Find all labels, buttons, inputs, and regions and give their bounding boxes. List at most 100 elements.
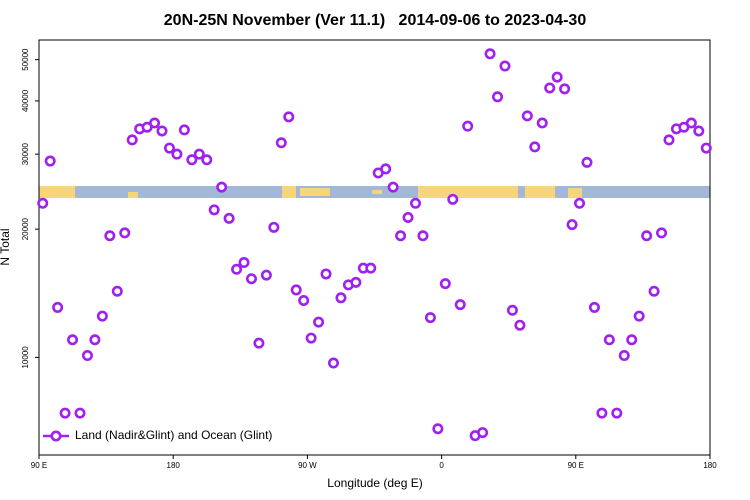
point (596, 407, 608, 419)
point (238, 257, 250, 269)
y-tick-label: 10000 (21, 346, 30, 369)
point (693, 125, 705, 137)
point (327, 357, 339, 369)
point (559, 83, 571, 95)
point (566, 219, 578, 231)
point (581, 156, 593, 168)
point (119, 227, 131, 239)
point (350, 276, 362, 288)
point (521, 110, 533, 122)
point (186, 154, 198, 166)
point (529, 141, 541, 153)
point (74, 407, 86, 419)
point (208, 204, 220, 216)
point (201, 154, 213, 166)
point (305, 332, 317, 344)
x-axis-label: Longitude (deg E) (327, 476, 422, 490)
point (603, 334, 615, 346)
point (245, 273, 257, 285)
point (149, 117, 161, 129)
point (648, 285, 660, 297)
y-tick-label: 50000 (21, 48, 30, 71)
point (462, 120, 474, 132)
point (81, 350, 93, 362)
legend-label: Land (Nadir&Glint) and Ocean (Glint) (75, 428, 272, 442)
point (574, 197, 586, 209)
x-tick-label: 90 E (31, 461, 47, 470)
point (275, 137, 287, 149)
point (551, 71, 563, 83)
point (268, 221, 280, 233)
point (193, 148, 205, 160)
point (126, 134, 138, 146)
y-tick-label: 20000 (21, 217, 30, 240)
point (447, 193, 459, 205)
point (477, 427, 489, 439)
point (395, 230, 407, 242)
point (544, 82, 556, 94)
point (163, 142, 175, 154)
point (536, 117, 548, 129)
chart-title: 20N-25N November (Ver 11.1) 2014-09-06 t… (164, 12, 587, 29)
point (432, 423, 444, 435)
point (96, 310, 108, 322)
map-strip (39, 186, 710, 198)
x-tick-label: 180 (167, 461, 181, 470)
plot-frame (38, 39, 711, 456)
point (633, 310, 645, 322)
point (506, 304, 518, 316)
point (514, 319, 526, 331)
point (454, 299, 466, 311)
point (104, 230, 116, 242)
point (626, 334, 638, 346)
point (484, 48, 496, 60)
point (335, 292, 347, 304)
point (410, 197, 422, 209)
point (618, 350, 630, 362)
point (656, 227, 668, 239)
x-tick-label: 0 (439, 461, 444, 470)
x-tick-label: 90 E (568, 461, 584, 470)
point (365, 262, 377, 274)
point (663, 134, 675, 146)
point (611, 407, 623, 419)
point (641, 230, 653, 242)
point (588, 301, 600, 313)
point (156, 125, 168, 137)
point (37, 197, 49, 209)
point (111, 285, 123, 297)
point (231, 263, 243, 275)
point (499, 60, 511, 72)
point (59, 407, 71, 419)
point (313, 316, 325, 328)
point (439, 278, 451, 290)
point (700, 142, 712, 154)
point (52, 301, 64, 313)
point (424, 312, 436, 324)
point (44, 155, 56, 167)
point (402, 212, 414, 224)
legend-marker (50, 430, 62, 442)
y-tick-label: 40000 (21, 89, 30, 112)
x-tick-label: 180 (703, 461, 717, 470)
point (260, 269, 272, 281)
point (492, 91, 504, 103)
point (223, 212, 235, 224)
point (387, 181, 399, 193)
point (380, 163, 392, 175)
y-axis-label: N Total (0, 228, 12, 265)
x-tick-label: 90 W (298, 461, 317, 470)
point (178, 124, 190, 136)
point (283, 111, 295, 123)
point (685, 117, 697, 129)
point (298, 295, 310, 307)
point (320, 268, 332, 280)
point (417, 230, 429, 242)
point (89, 334, 101, 346)
point (216, 181, 228, 193)
y-tick-label: 30000 (21, 142, 30, 165)
point (171, 148, 183, 160)
point (290, 284, 302, 296)
point (253, 337, 265, 349)
